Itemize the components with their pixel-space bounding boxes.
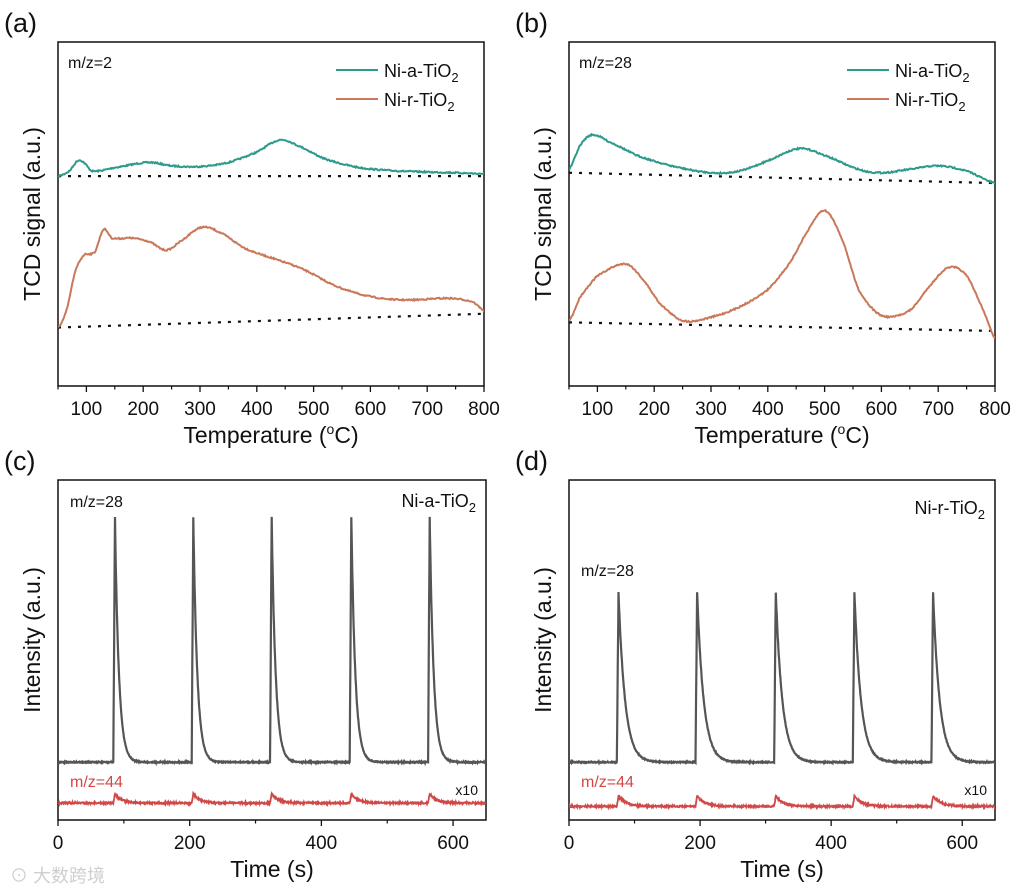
x-tick-label: 500 <box>809 399 841 420</box>
panel-c: (c) 0 200 400 600 Time (s) Intensity (a.u.) m/z… <box>4 446 487 882</box>
watermark-text: ⊙ 大数跨境 <box>10 866 105 886</box>
series-line-ni-r-tio2 <box>569 208 995 339</box>
panel-a: (a) 100 200 300 400 500 600 700 800 Temperature (… <box>4 8 500 448</box>
mz44-annotation: m/z=44 <box>581 774 634 791</box>
x-tick-label: 800 <box>468 399 500 420</box>
x-tick-label: 0 <box>564 833 575 854</box>
series-line-ni-a-tio2 <box>569 132 995 185</box>
x-tick-label: 400 <box>752 399 784 420</box>
x-tick-label: 800 <box>979 399 1011 420</box>
mz44-annotation: m/z=44 <box>70 774 123 791</box>
x-tick-label: 300 <box>695 399 727 420</box>
x-tick-label: 200 <box>638 399 670 420</box>
x-tick-label: 400 <box>306 833 338 854</box>
x-tick-label: 600 <box>866 399 898 420</box>
series-line-mz28 <box>569 591 995 766</box>
legend-label: Ni-r-TiO2 <box>895 90 966 114</box>
x-tick-label: 600 <box>946 833 978 854</box>
x-axis-label: Temperature (oC) <box>694 421 869 448</box>
panel-label: (c) <box>4 446 35 476</box>
x-tick-label: 100 <box>582 399 614 420</box>
x-axis-label: Time (s) <box>230 856 313 882</box>
plot-frame <box>568 41 996 387</box>
x-tick-label: 300 <box>184 399 216 420</box>
x-tick-label: 700 <box>411 399 443 420</box>
x-axis-label: Temperature (oC) <box>183 421 358 448</box>
x-tick-label: 400 <box>241 399 273 420</box>
series-line-ni-r-tio2 <box>58 225 484 328</box>
x-tick-label: 600 <box>355 399 387 420</box>
baseline-dashed-line <box>568 171 996 185</box>
x-tick-label: 500 <box>298 399 330 420</box>
y-axis-label: TCD signal (a.u.) <box>530 127 556 301</box>
legend-label: Ni-r-TiO2 <box>384 90 455 114</box>
y-axis-label: Intensity (a.u.) <box>19 567 45 713</box>
x-tick-label: 400 <box>815 833 847 854</box>
sample-label: Ni-a-TiO2 <box>401 491 476 515</box>
plot-frame <box>57 479 487 821</box>
panel-label: (b) <box>515 8 548 38</box>
x-tick-label: 0 <box>53 833 64 854</box>
scale-note: x10 <box>455 782 478 798</box>
panel-b: (b) 100 200 300 400 500 600 700 800 Temperature (… <box>515 8 1011 448</box>
plot-frame <box>568 479 996 821</box>
mz28-annotation: m/z=28 <box>70 494 123 511</box>
series-line-ni-a-tio2 <box>58 138 484 179</box>
x-tick-label: 200 <box>684 833 716 854</box>
panel-label: (d) <box>515 446 548 476</box>
series-line-mz28 <box>58 516 486 767</box>
series-line-mz44 <box>569 793 995 811</box>
baseline-dashed-line <box>568 321 996 333</box>
scale-note: x10 <box>964 782 987 798</box>
mz28-annotation: m/z=28 <box>581 563 634 580</box>
x-tick-label: 600 <box>437 833 469 854</box>
y-axis-label: TCD signal (a.u.) <box>19 127 45 301</box>
x-tick-label: 700 <box>922 399 954 420</box>
legend-label: Ni-a-TiO2 <box>384 61 459 85</box>
series-line-mz44 <box>58 790 486 808</box>
y-axis-label: Intensity (a.u.) <box>530 567 556 713</box>
plot-frame <box>57 41 485 387</box>
sample-label: Ni-r-TiO2 <box>914 498 985 522</box>
mz-annotation: m/z=2 <box>68 55 112 72</box>
legend-label: Ni-a-TiO2 <box>895 61 970 85</box>
x-tick-label: 100 <box>71 399 103 420</box>
x-axis-label: Time (s) <box>740 856 823 882</box>
x-tick-label: 200 <box>127 399 159 420</box>
x-tick-label: 200 <box>174 833 206 854</box>
baseline-dashed-line <box>57 312 485 329</box>
panel-label: (a) <box>4 8 37 38</box>
panel-d: (d) 0 200 400 600 Time (s) Intensity (a.u.) m/z… <box>515 446 996 882</box>
mz-annotation: m/z=28 <box>579 55 632 72</box>
